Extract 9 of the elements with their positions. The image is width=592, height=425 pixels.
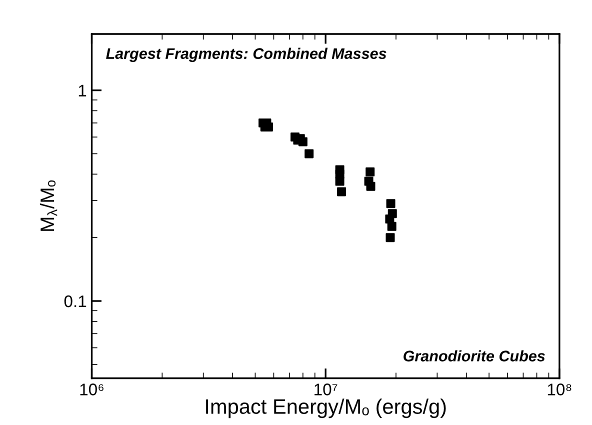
- x-tick-label: 10⁷: [314, 384, 338, 396]
- x-tick-label: 10⁸: [548, 384, 572, 396]
- x-tick-label: 10⁶: [80, 384, 104, 396]
- x-axis-title: Impact Energy/Mₒ (ergs/g): [206, 398, 446, 418]
- annotation: Largest Fragments: Combined Masses: [106, 48, 386, 62]
- annotation: Granodiorite Cubes: [404, 350, 545, 362]
- y-axis-title: M$_{λ}$/Mₒ: [40, 180, 58, 231]
- y-tick-label: 0.1: [64, 295, 86, 308]
- y-tick-label: 1: [78, 84, 86, 96]
